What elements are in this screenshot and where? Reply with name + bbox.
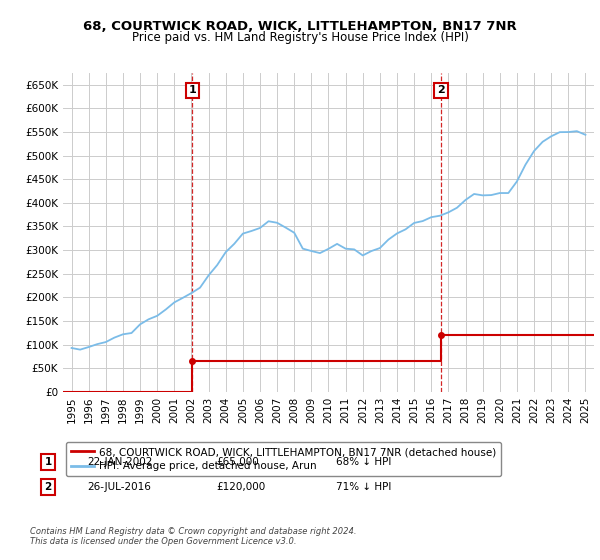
Text: 71% ↓ HPI: 71% ↓ HPI [336,482,391,492]
Text: 1: 1 [44,457,52,467]
Text: £120,000: £120,000 [216,482,265,492]
Text: Contains HM Land Registry data © Crown copyright and database right 2024.
This d: Contains HM Land Registry data © Crown c… [30,526,356,546]
Text: Price paid vs. HM Land Registry's House Price Index (HPI): Price paid vs. HM Land Registry's House … [131,31,469,44]
Text: £65,000: £65,000 [216,457,259,467]
Text: 2: 2 [44,482,52,492]
Text: 2: 2 [437,85,445,95]
Text: 22-JAN-2002: 22-JAN-2002 [87,457,152,467]
Text: 26-JUL-2016: 26-JUL-2016 [87,482,151,492]
Text: 1: 1 [188,85,196,95]
Text: 68, COURTWICK ROAD, WICK, LITTLEHAMPTON, BN17 7NR: 68, COURTWICK ROAD, WICK, LITTLEHAMPTON,… [83,20,517,32]
Text: 68% ↓ HPI: 68% ↓ HPI [336,457,391,467]
Legend: 68, COURTWICK ROAD, WICK, LITTLEHAMPTON, BN17 7NR (detached house), HPI: Average: 68, COURTWICK ROAD, WICK, LITTLEHAMPTON,… [65,442,502,477]
